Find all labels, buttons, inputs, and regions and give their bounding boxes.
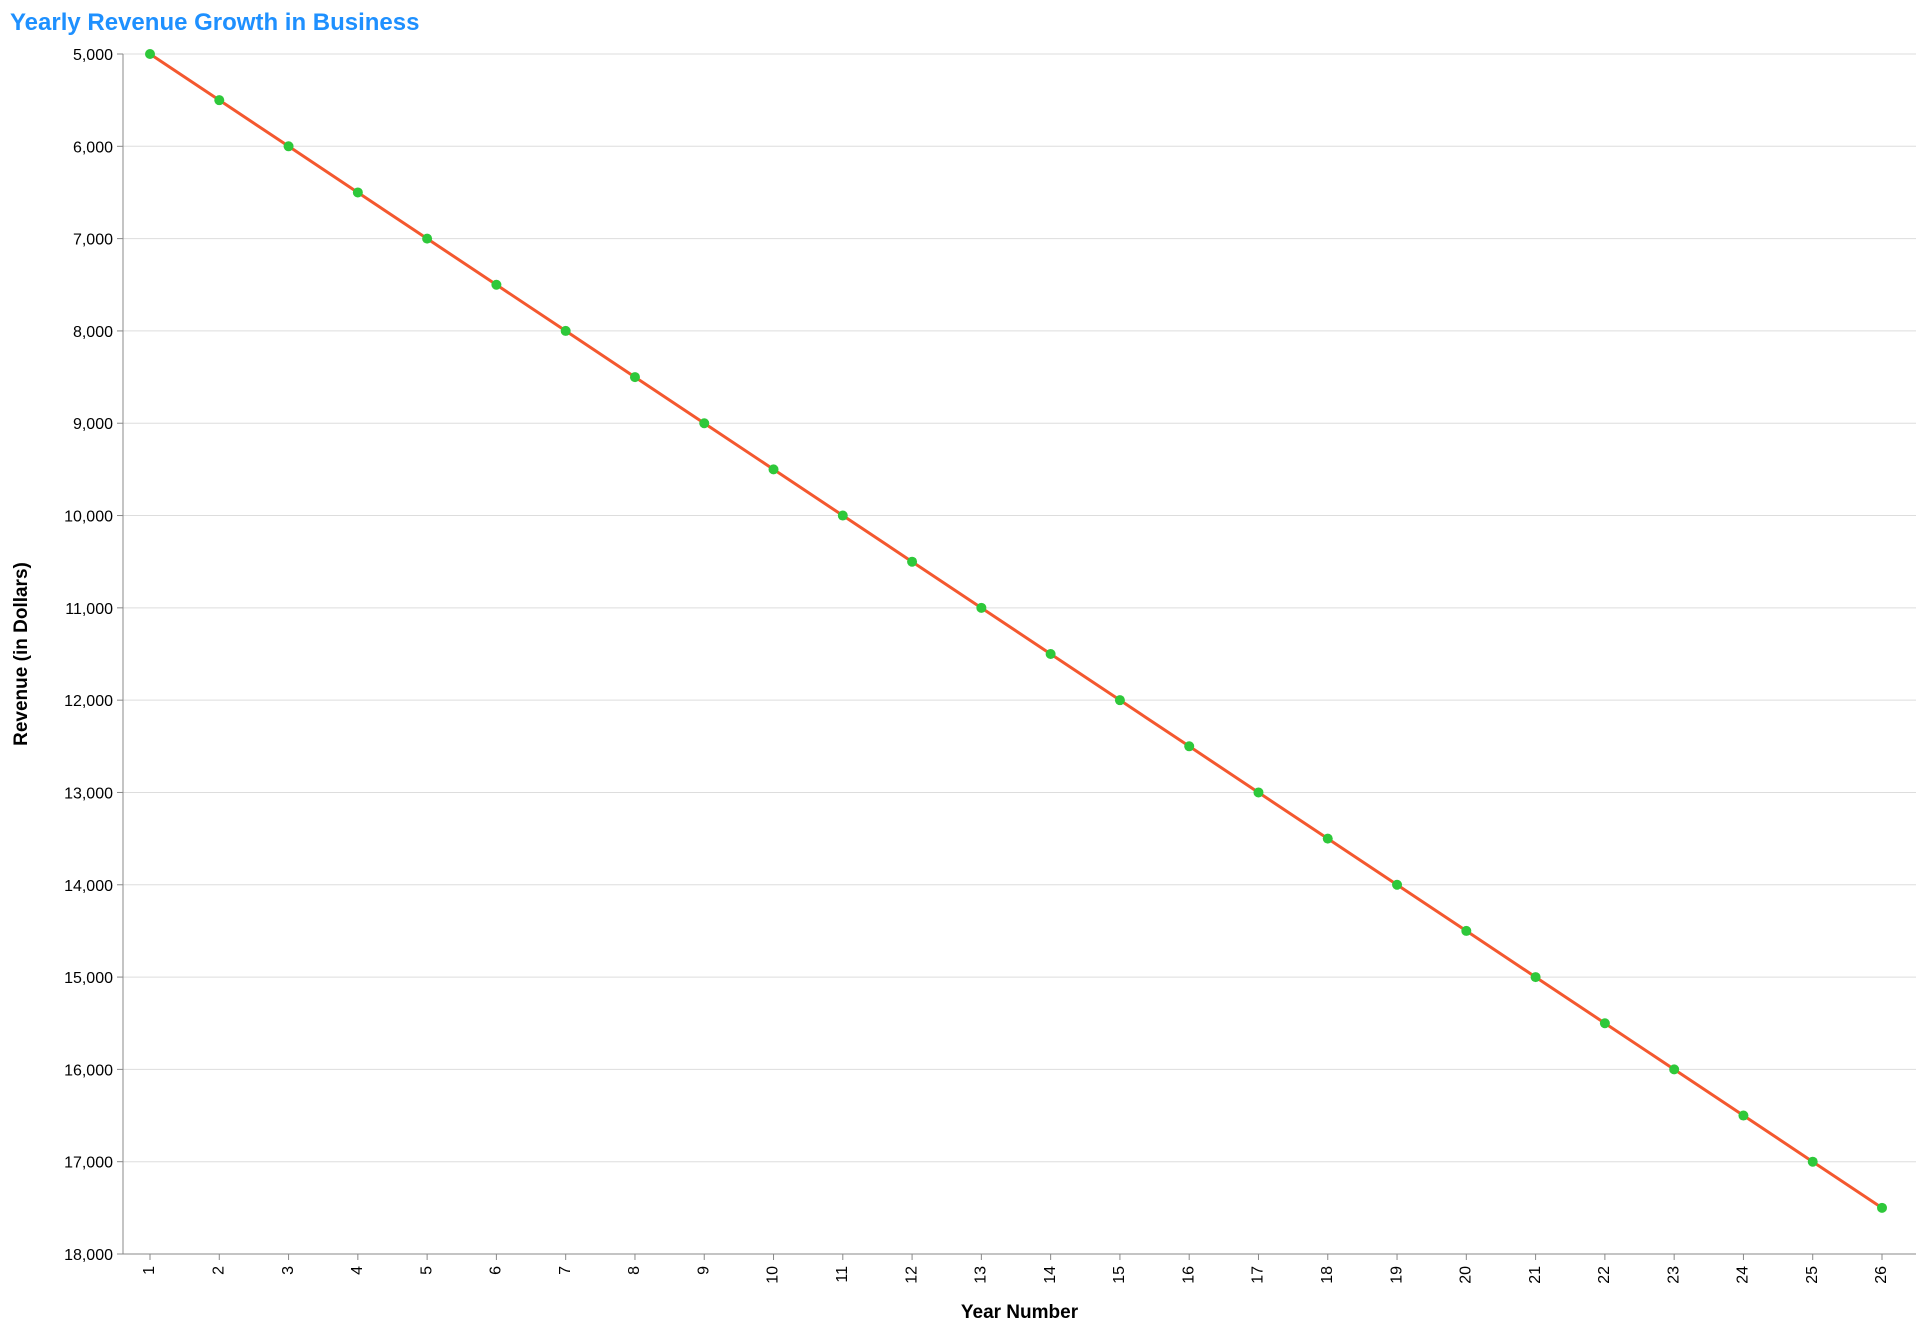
y-tick-label: 5,000: [73, 47, 113, 64]
x-axis-title: Year Number: [961, 1302, 1079, 1323]
y-tick-label: 12,000: [64, 693, 113, 710]
data-point: [699, 418, 710, 429]
data-point: [352, 187, 363, 198]
y-tick-label: 11,000: [65, 601, 113, 618]
x-tick-label: 21: [1527, 1266, 1544, 1284]
y-tick-label: 6,000: [73, 139, 113, 156]
data-point: [1461, 925, 1472, 936]
y-tick-label: 13,000: [64, 785, 113, 802]
x-tick-label: 18: [1319, 1266, 1336, 1284]
x-tick-label: 12: [903, 1266, 920, 1284]
data-point: [1392, 879, 1403, 890]
x-tick-label: 17: [1250, 1266, 1267, 1284]
x-tick-label: 11: [834, 1266, 851, 1283]
x-tick-label: 6: [488, 1266, 505, 1275]
data-point: [1045, 649, 1056, 659]
x-tick-label: 2: [210, 1266, 227, 1275]
x-tick-label: 16: [1180, 1266, 1197, 1284]
y-tick-label: 17,000: [64, 1155, 113, 1172]
y-tick-label: 10,000: [64, 509, 113, 526]
y-axis-title: Revenue (in Dollars): [11, 562, 32, 746]
data-point: [145, 49, 155, 59]
x-tick-label: 3: [280, 1266, 297, 1275]
y-tick-label: 18,000: [64, 1247, 113, 1264]
data-point: [1253, 787, 1264, 798]
data-point: [1322, 833, 1333, 844]
data-point: [1184, 741, 1195, 752]
x-tick-label: 23: [1665, 1266, 1682, 1284]
y-tick-label: 15,000: [64, 970, 113, 987]
data-point: [1807, 1156, 1818, 1167]
x-tick-label: 22: [1596, 1266, 1613, 1284]
x-tick-label: 19: [1388, 1266, 1405, 1284]
data-point: [1599, 1018, 1610, 1029]
data-point: [768, 464, 779, 475]
data-point: [1877, 1202, 1887, 1213]
y-tick-label: 14,000: [64, 878, 113, 895]
data-point: [1669, 1064, 1680, 1075]
y-tick-label: 16,000: [64, 1062, 113, 1079]
x-tick-label: 14: [1042, 1266, 1059, 1284]
series-revenue: [145, 49, 1887, 1213]
x-tick-label: 20: [1458, 1266, 1475, 1284]
gridlines: [123, 53, 1916, 1255]
data-point: [907, 556, 918, 567]
x-tick-label: 1: [141, 1266, 158, 1275]
x-tick-label: 26: [1873, 1266, 1890, 1284]
x-tick-label: 8: [626, 1266, 643, 1275]
x-tick-label: 9: [695, 1266, 712, 1275]
series-line: [149, 52, 1883, 1210]
y-tick-label: 9,000: [73, 416, 113, 433]
data-point: [491, 279, 502, 290]
x-tick-label: 15: [1111, 1266, 1128, 1284]
data-point: [1114, 695, 1125, 706]
x-tick-label: 7: [557, 1266, 574, 1275]
data-point: [837, 510, 848, 521]
chart-title: Yearly Revenue Growth in Business: [10, 9, 419, 36]
x-axis: 1 2 3 4 5 6 7 8 9 10 11 12 13 14 15 16 17 18 19 20 21 22 23 24 2…: [123, 1253, 1916, 1284]
x-tick-label: 10: [765, 1266, 782, 1284]
y-tick-label: 8,000: [73, 324, 113, 341]
data-point: [1738, 1110, 1749, 1121]
x-tick-label: 24: [1735, 1266, 1752, 1284]
data-point: [1530, 972, 1541, 983]
data-point: [976, 602, 987, 613]
x-tick-label: 13: [973, 1266, 990, 1284]
data-point: [629, 372, 640, 383]
data-point: [422, 233, 433, 244]
y-axis: 5,000 6,000 7,000 8,000 9,000 10,000 11,000 12,…: [64, 47, 124, 1264]
x-tick-label: 5: [418, 1266, 435, 1275]
y-tick-label: 7,000: [73, 232, 113, 249]
x-tick-label: 25: [1804, 1266, 1821, 1284]
x-tick-label: 4: [349, 1266, 366, 1275]
data-point: [560, 325, 571, 336]
data-point: [214, 95, 225, 106]
data-point: [283, 141, 294, 152]
